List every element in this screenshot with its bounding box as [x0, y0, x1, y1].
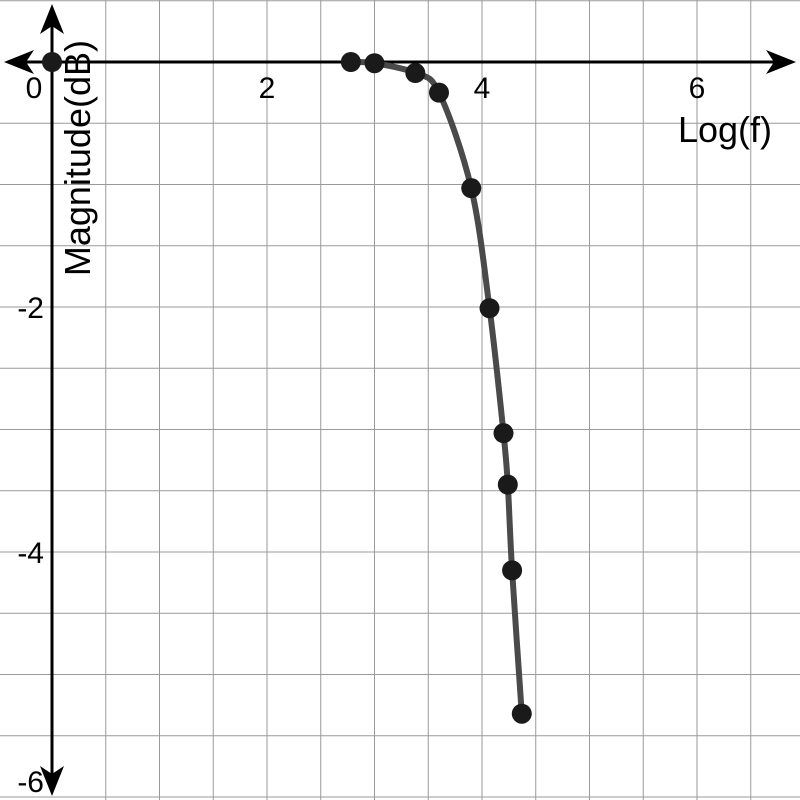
data-point	[364, 53, 385, 74]
axes	[4, 4, 796, 796]
x-axis-arrow-left-icon	[4, 50, 34, 74]
series-line	[347, 58, 525, 717]
data-point	[461, 178, 482, 199]
y-axis-arrow-up-icon	[40, 4, 64, 34]
y-axis-label: Magnitude(dB)	[57, 40, 98, 276]
data-point	[429, 82, 449, 103]
x-axis-label: Log(f)	[678, 109, 772, 150]
x-axis-arrow-right-icon	[766, 50, 796, 74]
data-point	[511, 703, 532, 724]
tick-labels: 0 2 4 6 -2 -4 -6	[17, 72, 705, 799]
data-point	[42, 52, 62, 72]
data-point	[340, 52, 361, 72]
data-point	[479, 298, 500, 319]
y-axis-arrow-down-icon	[40, 766, 64, 796]
data-points	[42, 52, 532, 724]
y-tick-label: -2	[17, 292, 44, 325]
data-point	[502, 560, 523, 581]
x-tick-label: 4	[474, 72, 491, 105]
x-tick-label: 6	[689, 72, 706, 105]
data-point	[493, 423, 514, 444]
y-tick-label: -4	[17, 537, 44, 570]
x-tick-label: 0	[26, 72, 43, 105]
x-tick-label: 2	[259, 72, 276, 105]
data-point	[497, 474, 518, 495]
data-point	[405, 63, 426, 84]
y-tick-label: -6	[17, 766, 44, 799]
